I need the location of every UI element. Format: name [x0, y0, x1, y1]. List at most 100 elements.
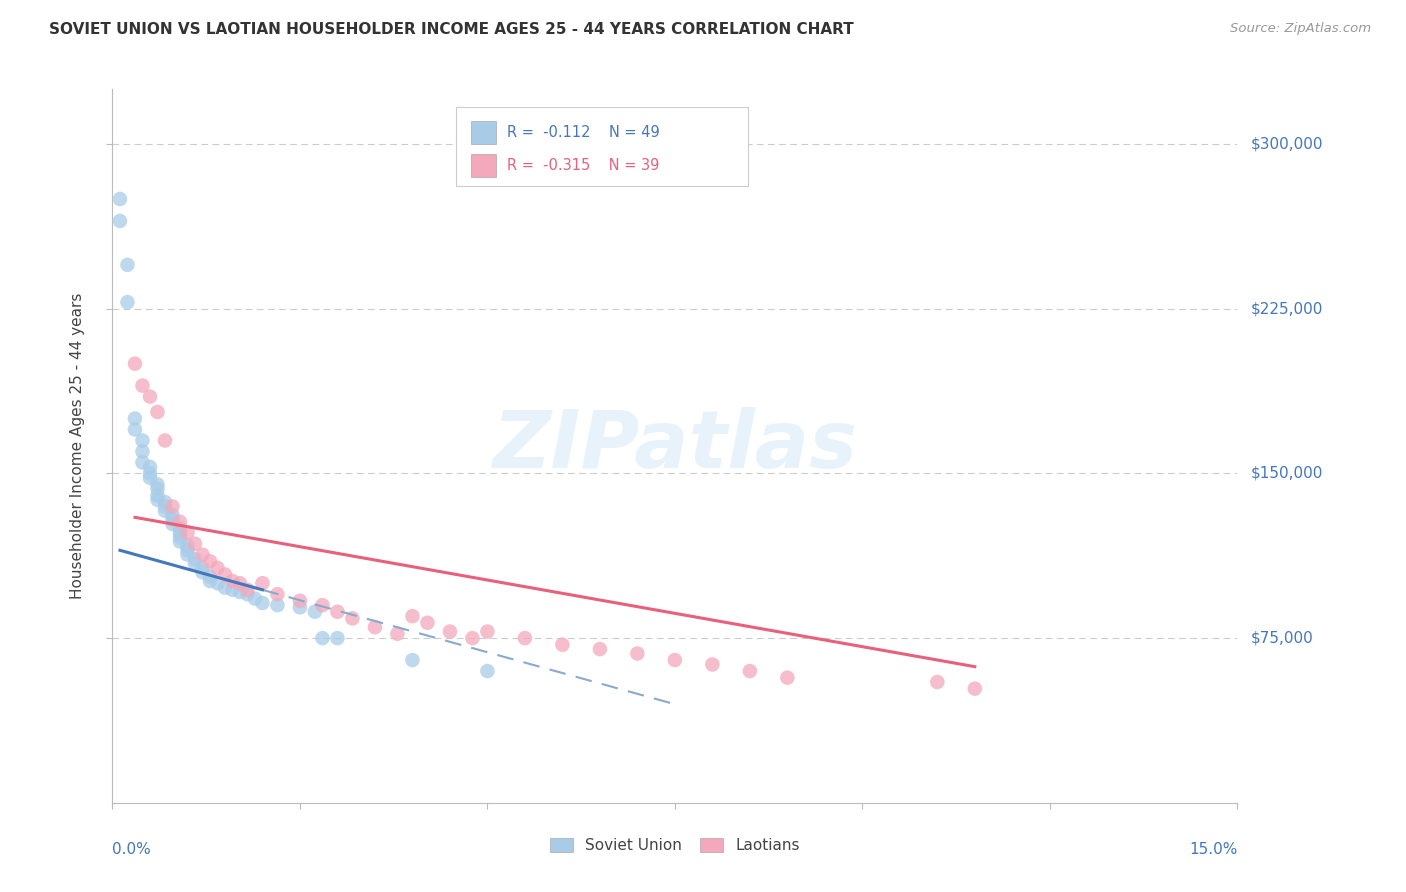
Point — [139, 459, 162, 474]
Point — [626, 647, 648, 661]
Point — [221, 582, 243, 597]
Point — [229, 576, 252, 591]
Point — [139, 471, 162, 485]
Point — [191, 566, 214, 580]
Point — [266, 598, 288, 612]
Point — [176, 539, 198, 553]
Point — [146, 492, 169, 507]
Point — [124, 357, 146, 371]
Point — [108, 214, 131, 228]
Text: 0.0%: 0.0% — [112, 842, 152, 856]
Point — [184, 557, 207, 571]
Text: ZIPatlas: ZIPatlas — [492, 407, 858, 485]
Point — [927, 675, 949, 690]
Point — [162, 516, 184, 531]
Point — [207, 561, 229, 575]
Point — [513, 631, 536, 645]
Text: R =  -0.112    N = 49: R = -0.112 N = 49 — [508, 125, 659, 140]
Text: $150,000: $150,000 — [1251, 466, 1323, 481]
Point — [131, 444, 153, 458]
Point — [153, 495, 176, 509]
Y-axis label: Householder Income Ages 25 - 44 years: Householder Income Ages 25 - 44 years — [70, 293, 86, 599]
Point — [169, 534, 191, 549]
Point — [198, 574, 221, 588]
Text: Source: ZipAtlas.com: Source: ZipAtlas.com — [1230, 22, 1371, 36]
Point — [124, 411, 146, 425]
Point — [311, 631, 333, 645]
Point — [131, 378, 153, 392]
Point — [776, 671, 799, 685]
Point — [162, 500, 184, 514]
Point — [401, 653, 423, 667]
Point — [326, 605, 349, 619]
Point — [589, 642, 612, 657]
Point — [184, 552, 207, 566]
Point — [387, 626, 409, 640]
Point — [108, 192, 131, 206]
Point — [252, 576, 274, 591]
Point — [288, 594, 311, 608]
Legend: Soviet Union, Laotians: Soviet Union, Laotians — [544, 831, 806, 859]
Point — [664, 653, 686, 667]
Text: $75,000: $75,000 — [1251, 631, 1315, 646]
Point — [236, 587, 259, 601]
Point — [146, 482, 169, 496]
Bar — [471, 154, 496, 178]
Point — [153, 434, 176, 448]
Point — [139, 390, 162, 404]
Point — [146, 488, 169, 502]
Point — [266, 587, 288, 601]
Point — [207, 576, 229, 591]
Point — [326, 631, 349, 645]
Point — [214, 581, 236, 595]
Text: SOVIET UNION VS LAOTIAN HOUSEHOLDER INCOME AGES 25 - 44 YEARS CORRELATION CHART: SOVIET UNION VS LAOTIAN HOUSEHOLDER INCO… — [49, 22, 853, 37]
Point — [342, 611, 364, 625]
Bar — [456, 107, 748, 186]
Point — [551, 638, 574, 652]
Point — [169, 515, 191, 529]
Point — [311, 598, 333, 612]
Point — [176, 525, 198, 540]
Point — [176, 543, 198, 558]
Text: R =  -0.315    N = 39: R = -0.315 N = 39 — [508, 159, 659, 173]
Point — [252, 596, 274, 610]
Point — [169, 530, 191, 544]
Point — [439, 624, 461, 639]
Point — [139, 467, 162, 481]
Point — [229, 585, 252, 599]
Text: $225,000: $225,000 — [1251, 301, 1323, 317]
Point — [153, 500, 176, 514]
Point — [304, 605, 326, 619]
Point — [146, 477, 169, 491]
Point — [963, 681, 986, 696]
Point — [198, 554, 221, 568]
Point — [243, 591, 266, 606]
Point — [117, 258, 139, 272]
Point — [153, 504, 176, 518]
Point — [236, 582, 259, 597]
Point — [214, 567, 236, 582]
Point — [738, 664, 761, 678]
Point — [146, 405, 169, 419]
Point — [162, 508, 184, 523]
Point — [162, 512, 184, 526]
Point — [131, 455, 153, 469]
Text: 15.0%: 15.0% — [1189, 842, 1237, 856]
Point — [117, 295, 139, 310]
Point — [131, 434, 153, 448]
Point — [176, 548, 198, 562]
Point — [416, 615, 439, 630]
Point — [702, 657, 724, 672]
Point — [124, 423, 146, 437]
Bar — [471, 120, 496, 144]
Point — [184, 537, 207, 551]
Point — [169, 525, 191, 540]
Point — [477, 664, 499, 678]
Point — [169, 521, 191, 535]
Text: $300,000: $300,000 — [1251, 136, 1323, 152]
Point — [461, 631, 484, 645]
Point — [221, 574, 243, 588]
Point — [191, 561, 214, 575]
Point — [364, 620, 387, 634]
Point — [191, 548, 214, 562]
